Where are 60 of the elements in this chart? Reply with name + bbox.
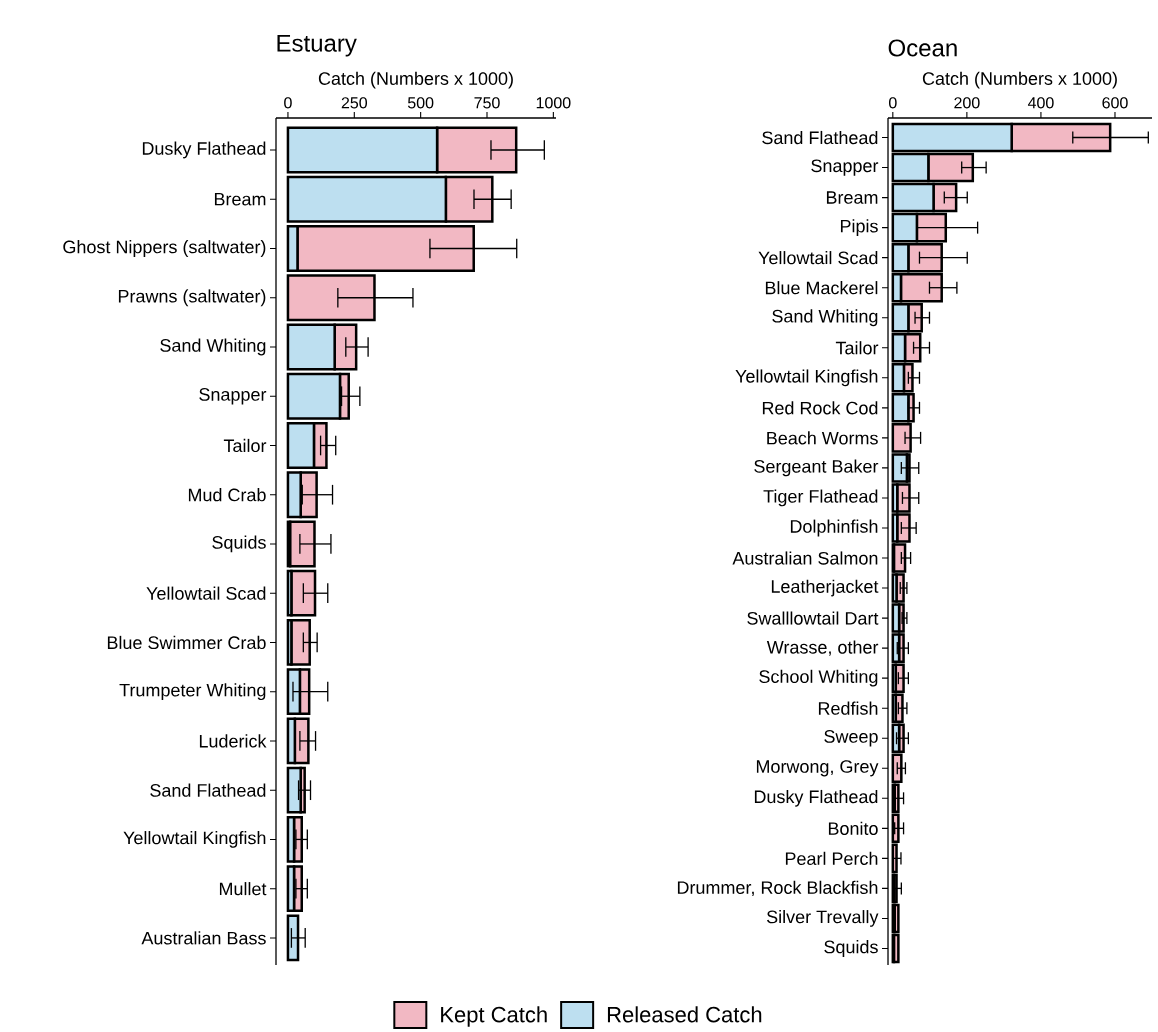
y-tick-label: Beach Worms — [767, 431, 878, 445]
y-tick-label: Squids — [212, 535, 266, 553]
x-tick-label: 400 — [1027, 97, 1054, 109]
y-tick-label: Australian Bass — [141, 931, 266, 945]
x-tick-label: 200 — [954, 97, 980, 109]
y-tick-label: Blue Swimmer Crab — [107, 635, 266, 650]
y-tick-label: Tiger Flathead — [763, 489, 878, 507]
y-tick-label: Tailor — [835, 341, 879, 355]
y-tick-label: Trumpeter Whiting — [119, 683, 266, 701]
y-tick-label: Silver Trevally — [766, 910, 879, 927]
x-axis-title: Catch (Numbers x 1000) — [922, 71, 1117, 89]
y-tick-label: Sweep — [824, 730, 878, 747]
y-tick-label: Pipis — [840, 219, 878, 237]
y-tick-label: Pearl Perch — [785, 851, 878, 865]
x-axis-title: Catch (Numbers x 1000) — [318, 71, 513, 89]
y-tick-label: Sergeant Baker — [754, 459, 879, 477]
chart-title: Estuary — [277, 35, 357, 57]
y-tick-label: Squids — [824, 940, 878, 957]
y-tick-label: Bonito — [828, 821, 878, 835]
y-tick-label: Luderick — [199, 734, 267, 748]
y-tick-label: School Whiting — [759, 669, 878, 687]
y-tick-label: Prawns (saltwater) — [118, 289, 266, 307]
x-tick-label: 750 — [474, 97, 500, 109]
y-tick-label: Bream — [214, 192, 266, 206]
y-tick-label: Redfish — [818, 701, 878, 715]
y-tick-label: Drummer, Rock Blackfish — [677, 880, 878, 897]
x-tick-label: 0 — [889, 97, 897, 109]
y-tick-label: Sand Flathead — [762, 130, 878, 145]
y-tick-label: Snapper — [199, 388, 267, 405]
y-tick-label: Leatherjacket — [771, 579, 879, 597]
y-tick-label: Tailor — [223, 438, 267, 453]
y-tick-label: Yellowtail Scad — [146, 586, 266, 600]
y-tick-label: Sand Whiting — [772, 309, 878, 327]
y-tick-label: Red Rock Cod — [762, 401, 878, 415]
y-tick-label: Mullet — [219, 882, 267, 896]
y-tick-label: Morwong, Grey — [756, 760, 879, 777]
y-tick-label: Dolphinfish — [790, 519, 878, 537]
x-tick-label: 500 — [407, 97, 434, 109]
y-tick-label: Yellowtail Kingfish — [123, 831, 266, 848]
y-tick-label: Blue Mackerel — [765, 281, 878, 295]
x-tick-label: 0 — [284, 97, 292, 109]
y-tick-label: Dusky Flathead — [142, 141, 266, 159]
y-tick-label: Sand Flathead — [150, 783, 266, 797]
legend-label: Kept Catch — [441, 1006, 547, 1027]
y-tick-label: Sand Whiting — [160, 338, 266, 356]
y-tick-label: Bream — [826, 191, 878, 204]
x-tick-label: 250 — [341, 97, 368, 109]
y-tick-label: Mud Crab — [188, 488, 266, 502]
y-tick-label: Wrasse, other — [766, 640, 879, 656]
chart-title: Ocean — [888, 39, 957, 57]
y-tick-label: Dusky Flathead — [754, 789, 878, 807]
y-tick-label: Ghost Nippers (saltwater) — [63, 240, 266, 257]
y-tick-label: Swalllowtail Dart — [747, 611, 879, 625]
y-tick-label: Yellowtail Scad — [758, 251, 878, 265]
y-tick-label: Yellowtail Kingfish — [735, 369, 878, 387]
y-tick-label: Australian Salmon — [732, 551, 878, 565]
legend-label: Released Catch — [607, 1006, 762, 1023]
x-tick-label: 1000 — [536, 97, 571, 109]
x-tick-label: 600 — [1102, 97, 1128, 109]
y-tick-label: Snapper — [811, 159, 879, 176]
